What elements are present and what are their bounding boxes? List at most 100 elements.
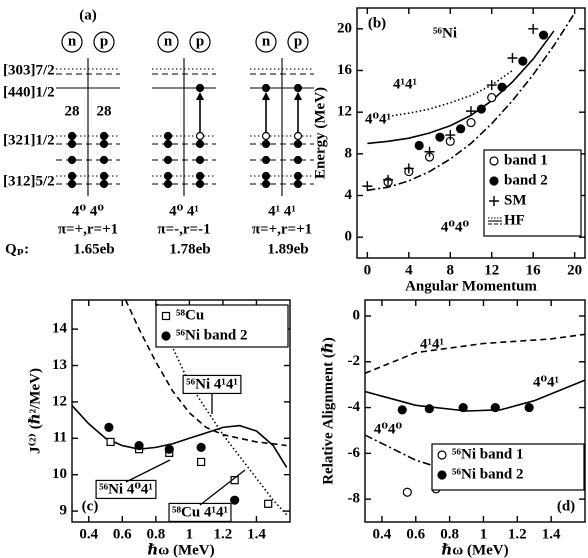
filled-circle (538, 30, 549, 40)
nucleon-circle (93, 31, 115, 53)
open-circle (437, 450, 447, 460)
curve-label: ⁵⁸Cu 4¹4¹ (172, 504, 228, 520)
shell-gap: 28 (97, 103, 112, 119)
orbital-particle (261, 131, 271, 141)
orbital-particle (261, 171, 271, 181)
orbital-particle (67, 155, 77, 165)
chart-panel: 0.4 0.6 0.8 1 1.2 1.4 9 10 11 12 13 14 ℏω (MeV) J⁽²⁾ … (27, 299, 291, 558)
level-label: [303]7/2 (3, 62, 55, 78)
filled-circle (518, 56, 528, 66)
orbital-particle (293, 139, 303, 149)
x-tick-label: 4 (405, 262, 413, 278)
filled-circle (437, 470, 447, 480)
orbital-particle (261, 155, 271, 165)
curve-label: ⁵⁶Ni 4¹4¹ (186, 376, 238, 392)
x-tick-label: 1.2 (214, 526, 233, 542)
y-tick-label: 12 (337, 104, 352, 120)
plot-frame (356, 7, 586, 259)
orbital-particle (261, 179, 271, 189)
orbital-particle (99, 155, 109, 165)
arrow-head (294, 92, 302, 100)
nucleon-label: p (196, 33, 204, 49)
y-tick-label: 14 (52, 321, 68, 337)
qp-label: Qₚ: (5, 241, 29, 257)
plus-marker (362, 181, 373, 192)
orbital-particle (67, 131, 77, 141)
legend-label: ⁵⁶Ni band 2 (452, 466, 524, 482)
filled-circle (134, 440, 144, 451)
label-arrow (199, 469, 246, 506)
filled-circle (497, 82, 507, 92)
curve-label: 4⁰4⁰ (374, 421, 403, 437)
panel-label: (d) (557, 498, 575, 514)
chart-panel: 0.4 0.6 0.8 1 1.2 1.4 0 -2 -4 -6 -8 ℏω (MeV) Relativ… (320, 299, 586, 558)
config-label: 4⁰ 4⁰ (72, 203, 104, 219)
x-tick-label: 1.4 (542, 526, 561, 542)
hf-curve (367, 30, 555, 145)
y-tick-label: -4 (348, 399, 361, 415)
qp-value: 1.89eb (267, 241, 308, 257)
x-tick-label: 0.6 (406, 526, 425, 542)
hf-curve (72, 404, 288, 468)
plus-marker (403, 163, 414, 174)
curve-label: 4⁰4¹ (365, 111, 391, 127)
curve-label: 4⁰4⁰ (441, 219, 470, 235)
legend-label: HF (504, 212, 525, 228)
x-axis-title: Angular Momentum (405, 278, 537, 294)
y-tick-label: -8 (348, 491, 361, 507)
orbital-particle (163, 179, 173, 189)
filled-circle (458, 402, 468, 413)
y-tick-label: 12 (52, 393, 67, 409)
filled-circle (161, 331, 171, 341)
filled-circle (489, 176, 499, 186)
legend-label: band 1 (504, 152, 548, 168)
y-tick-label: 0 (345, 229, 353, 245)
orbital-particle (293, 179, 303, 189)
orbital-particle (195, 139, 205, 149)
config-label: 4¹ 4¹ (268, 203, 296, 219)
panel-label: (b) (368, 15, 386, 31)
panel-label: (a) (79, 7, 97, 23)
x-tick-label: 1.4 (247, 526, 266, 542)
y-tick-label: 11 (53, 430, 67, 446)
x-tick-label: 0.8 (440, 526, 459, 542)
y-axis-title: Relative Alignment (ℏ) (320, 337, 336, 485)
y-tick-label: 9 (60, 503, 68, 519)
y-tick-label: 13 (52, 357, 67, 373)
legend-label: ⁵⁸Cu (176, 307, 204, 323)
filled-circle (104, 422, 114, 432)
level-label: [312]5/2 (3, 173, 55, 189)
nucleon-label: p (294, 33, 302, 49)
nucleon-circle (61, 31, 83, 53)
curve-label: 4⁰4¹ (533, 374, 559, 390)
plus-marker (383, 174, 394, 185)
y-tick-label: 4 (345, 187, 353, 203)
x-tick-label: 0.4 (79, 526, 98, 542)
nucleon-label: n (164, 33, 173, 49)
filled-circle (196, 442, 206, 452)
x-tick-label: 16 (526, 262, 542, 278)
open-circle (466, 117, 476, 128)
parity-label: π=+,r=+1 (58, 221, 118, 237)
orbital-particle (99, 171, 109, 181)
x-tick-label: 1 (480, 526, 488, 542)
orbital-particle (293, 155, 303, 165)
x-axis-title: ℏω (MeV) (441, 542, 508, 558)
legend-label: ⁵⁶Ni band 1 (452, 446, 524, 462)
y-axis-title: J⁽²⁾ (ℏ²/MeV) (27, 368, 43, 454)
hf-curve (155, 300, 288, 516)
open-circle (489, 156, 499, 166)
hf-curve (367, 12, 576, 192)
filled-circle (397, 405, 407, 415)
y-tick-label: 8 (345, 145, 353, 161)
nucleon-circle (157, 31, 179, 53)
legend-box (431, 443, 585, 491)
orbital-particle (67, 171, 77, 181)
shell-gap: 28 (65, 103, 80, 119)
plus-marker (486, 80, 497, 91)
orbital-particle (99, 131, 109, 141)
panel-label: (c) (82, 498, 99, 514)
orbital-particle (195, 131, 205, 141)
nucleon-label: n (262, 33, 271, 49)
